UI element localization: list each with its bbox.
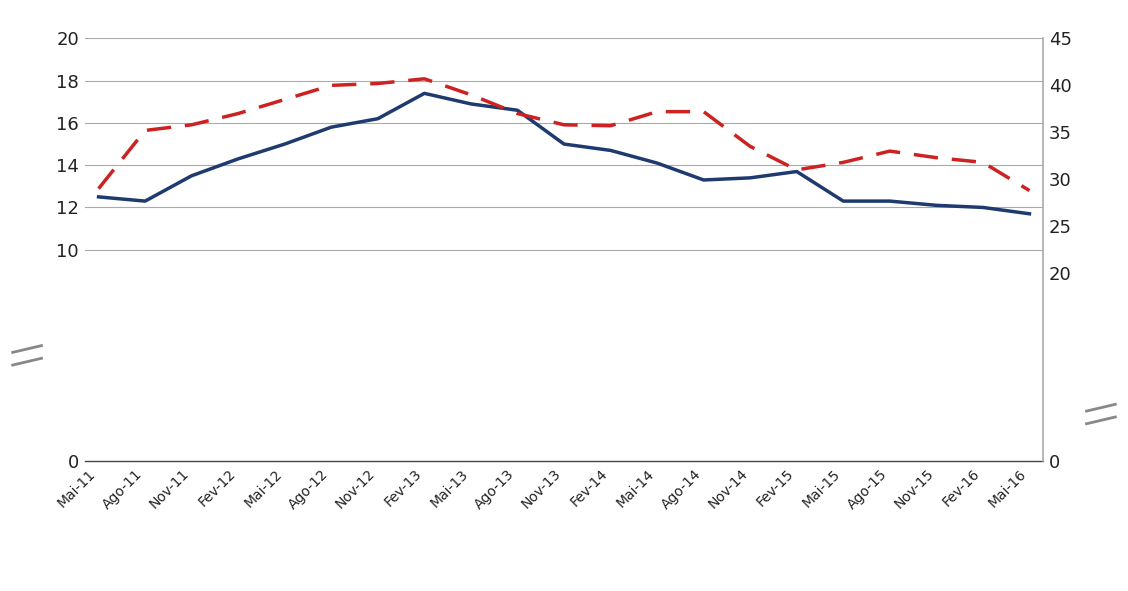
Text: (Taxa de ajustada de desemprego, %): (Taxa de ajustada de desemprego, %)	[407, 7, 721, 25]
